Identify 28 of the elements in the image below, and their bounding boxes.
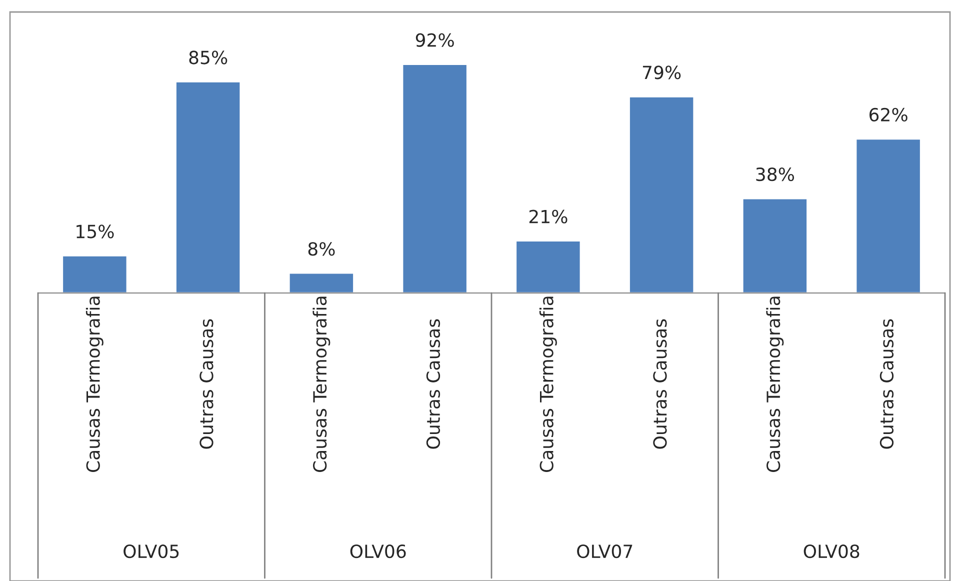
x-tick-label: Causas Termografia <box>766 296 784 472</box>
data-label: 62% <box>870 108 908 122</box>
bar <box>62 255 128 293</box>
text: OLV06 <box>350 544 406 558</box>
data-label: 92% <box>416 33 454 47</box>
bar <box>742 198 808 293</box>
data-label: 8% <box>308 242 335 256</box>
data-label: 15% <box>76 224 114 238</box>
text: OLV07 <box>577 544 632 558</box>
bar <box>855 138 922 293</box>
x-tick-label: Outras Causas <box>426 319 440 449</box>
bar <box>515 240 582 293</box>
text: OLV05 <box>124 544 179 558</box>
x-tick-label: Causas Termografia <box>312 296 330 472</box>
text: OLV08 <box>804 544 860 558</box>
x-tick-label: Causas Termografia <box>86 296 104 472</box>
x-tick-label: Causas Termografia <box>539 296 557 472</box>
x-tick-label: Outras Causas <box>200 319 214 449</box>
data-label: 79% <box>642 66 681 80</box>
bar <box>402 64 468 293</box>
bar <box>175 81 242 293</box>
x-tick-label: Outras Causas <box>653 319 667 449</box>
data-label: 85% <box>189 50 228 64</box>
data-label: 38% <box>756 167 794 182</box>
x-tick-label: Outras Causas <box>880 319 894 449</box>
bar <box>288 272 354 293</box>
data-label: 21% <box>529 210 568 224</box>
bar <box>628 96 695 293</box>
